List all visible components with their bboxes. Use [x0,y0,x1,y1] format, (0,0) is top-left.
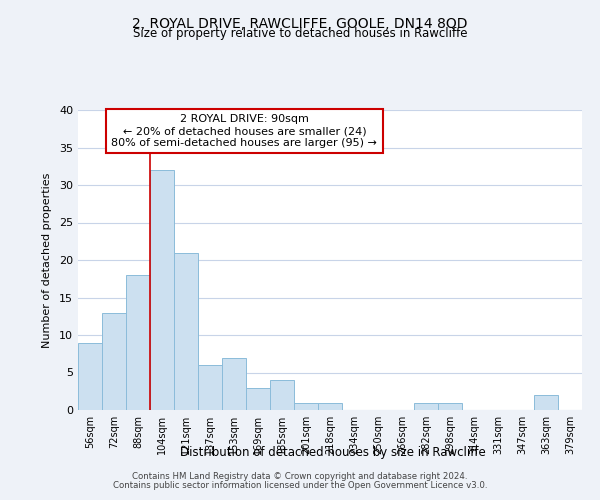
Bar [318,402,342,410]
Bar [102,312,126,410]
Bar [150,170,174,410]
Bar [294,402,318,410]
Y-axis label: Number of detached properties: Number of detached properties [42,172,52,348]
Bar [414,402,438,410]
Text: Size of property relative to detached houses in Rawcliffe: Size of property relative to detached ho… [133,28,467,40]
Bar [246,388,270,410]
Text: 2, ROYAL DRIVE, RAWCLIFFE, GOOLE, DN14 8QD: 2, ROYAL DRIVE, RAWCLIFFE, GOOLE, DN14 8… [132,18,468,32]
Bar [198,365,222,410]
Text: Distribution of detached houses by size in Rawcliffe: Distribution of detached houses by size … [180,446,486,459]
Bar [534,395,558,410]
Bar [438,402,462,410]
Text: Contains public sector information licensed under the Open Government Licence v3: Contains public sector information licen… [113,481,487,490]
Bar [270,380,294,410]
Text: 2 ROYAL DRIVE: 90sqm
← 20% of detached houses are smaller (24)
80% of semi-detac: 2 ROYAL DRIVE: 90sqm ← 20% of detached h… [112,114,377,148]
Bar [126,275,150,410]
Text: Contains HM Land Registry data © Crown copyright and database right 2024.: Contains HM Land Registry data © Crown c… [132,472,468,481]
Bar [78,342,102,410]
Bar [222,358,246,410]
Bar [174,252,198,410]
